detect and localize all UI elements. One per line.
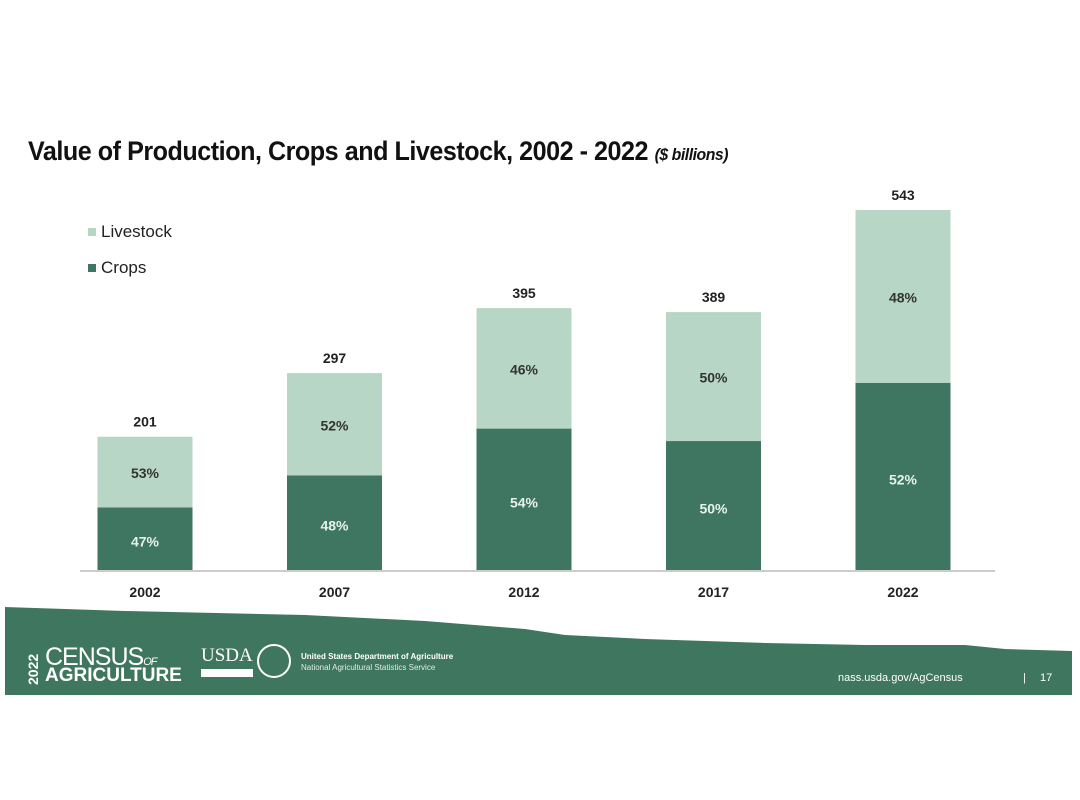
title-text: Value of Production, Crops and Livestock… bbox=[28, 136, 649, 166]
bar-crops-2022 bbox=[855, 382, 951, 570]
page-number: 17 bbox=[1040, 672, 1053, 684]
data-label-livestock: 50% bbox=[699, 370, 728, 386]
data-label-crops: 47% bbox=[131, 534, 160, 550]
bar-crops-2002 bbox=[97, 507, 193, 570]
legend-item-crops: Crops bbox=[88, 258, 146, 278]
legend-swatch-livestock bbox=[88, 228, 96, 236]
logo-year: 2022 bbox=[25, 653, 41, 685]
x-tick-label: 2002 bbox=[129, 584, 160, 600]
footer-url[interactable]: nass.usda.gov/AgCensus bbox=[838, 672, 963, 684]
bar-livestock-2007 bbox=[287, 373, 382, 476]
x-tick-label: 2017 bbox=[698, 584, 729, 600]
data-label-total: 297 bbox=[323, 350, 347, 366]
legend-swatch-crops bbox=[88, 264, 96, 272]
legend-label: Livestock bbox=[101, 222, 172, 241]
census-logo: CENSUSOF bbox=[45, 643, 157, 672]
dept-name: United States Department of Agriculture bbox=[301, 652, 454, 661]
data-label-crops: 54% bbox=[510, 494, 539, 510]
bar-crops-2007 bbox=[287, 475, 382, 570]
bar-livestock-2022 bbox=[855, 210, 951, 383]
bar-livestock-2012 bbox=[476, 308, 572, 429]
legend-label: Crops bbox=[101, 258, 147, 277]
data-label-total: 389 bbox=[702, 289, 726, 305]
legend-item-livestock: Livestock bbox=[88, 222, 172, 242]
data-label-crops: 48% bbox=[320, 518, 349, 534]
x-tick-label: 2022 bbox=[887, 584, 918, 600]
x-tick-label: 2007 bbox=[319, 584, 350, 600]
footer-separator: | bbox=[1023, 672, 1026, 684]
usda-logo: USDA bbox=[201, 645, 253, 677]
agency-name: National Agricultural Statistics Service bbox=[301, 663, 436, 672]
data-label-crops: 52% bbox=[889, 471, 918, 487]
data-label-livestock: 53% bbox=[131, 465, 160, 481]
data-label-livestock: 46% bbox=[510, 361, 539, 377]
nass-seal-icon bbox=[257, 644, 291, 678]
chart-title: Value of Production, Crops and Livestock… bbox=[28, 136, 729, 167]
data-label-total: 201 bbox=[133, 414, 157, 430]
data-label-livestock: 48% bbox=[889, 289, 918, 305]
logo-census: CENSUS bbox=[45, 643, 144, 671]
title-unit: ($ billions) bbox=[654, 145, 729, 164]
logo-agriculture: AGRICULTURE bbox=[45, 665, 182, 686]
bar-crops-2017 bbox=[666, 441, 761, 570]
data-label-livestock: 52% bbox=[320, 417, 349, 433]
data-label-total: 395 bbox=[512, 285, 536, 301]
data-label-crops: 50% bbox=[699, 501, 728, 517]
bar-chart: 47% 53% 201 2002 48% 52% 297 2007 54% 46% 395 2012 5… bbox=[80, 187, 995, 600]
x-tick-label: 2012 bbox=[508, 584, 539, 600]
bar-crops-2012 bbox=[476, 428, 572, 570]
logo-of: OF bbox=[143, 656, 157, 668]
bar-livestock-2017 bbox=[666, 312, 761, 442]
data-label-total: 543 bbox=[891, 187, 915, 203]
footer-band: 2022 CENSUSOF AGRICULTURE USDA United St… bbox=[5, 595, 1072, 695]
bar-livestock-2002 bbox=[97, 436, 193, 508]
